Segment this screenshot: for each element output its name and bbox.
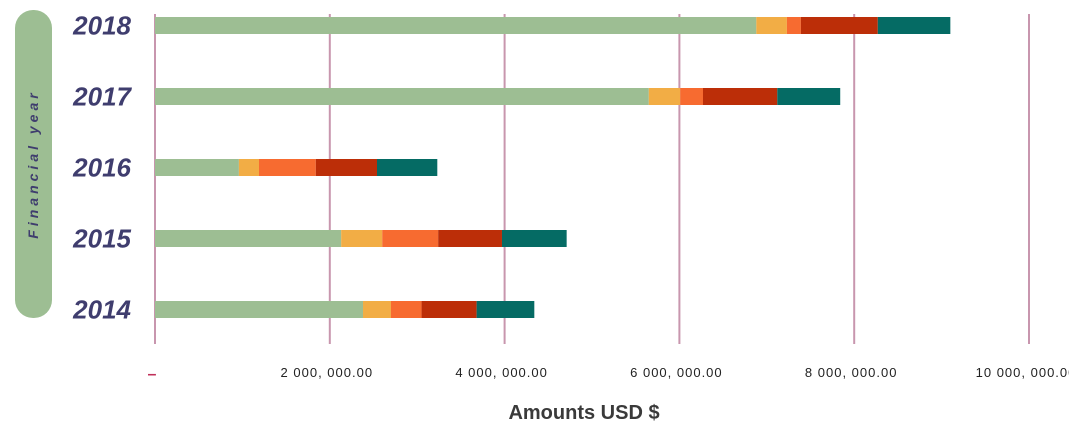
bar-2014-segment-3 — [390, 301, 422, 318]
gridlines — [154, 14, 1030, 344]
bar-2014-segment-5 — [476, 301, 535, 318]
bar-2017-segment-5 — [777, 88, 841, 105]
bars — [155, 17, 951, 318]
bar-2018-segment-4 — [800, 17, 878, 34]
bar-2016-segment-3 — [259, 159, 316, 176]
bar-2017-segment-3 — [680, 88, 703, 105]
bar-2015-segment-4 — [438, 230, 502, 247]
bar-2017-segment-4 — [702, 88, 778, 105]
bar-2014-segment-2 — [363, 301, 391, 318]
bar-2016-segment-2 — [238, 159, 260, 176]
x-tick-labels: – 2 000, 000.00 4 000, 000.00 6 000, 000.00… — [148, 365, 1069, 383]
y-axis-title: Financial year — [25, 89, 41, 238]
bar-2018-segment-2 — [756, 17, 787, 34]
bar-2016-segment-4 — [315, 159, 377, 176]
x-axis-title: Amounts USD $ — [508, 402, 659, 424]
bar-2017-segment-1 — [155, 88, 649, 105]
x-tick-label-2: 4 000, 000.00 — [455, 365, 548, 380]
y-axis-title-group: Financial year — [15, 10, 52, 318]
bar-2018-segment-1 — [155, 17, 757, 34]
x-tick-label-5: 10 000, 000.00 — [976, 365, 1069, 380]
bar-2015-segment-1 — [155, 230, 342, 247]
x-tick-label-3: 6 000, 000.00 — [630, 365, 723, 380]
category-label-2015: 2015 — [72, 224, 131, 254]
category-label-2017: 2017 — [72, 82, 132, 112]
bar-2015-segment-2 — [341, 230, 383, 247]
x-tick-label-0: – — [148, 366, 157, 383]
category-label-2016: 2016 — [72, 153, 131, 183]
bar-2015-segment-5 — [501, 230, 567, 247]
bar-2017-segment-2 — [648, 88, 681, 105]
category-label-2018: 2018 — [72, 11, 131, 41]
category-labels: 2018 2017 2016 2015 2014 — [72, 11, 132, 325]
bar-2016-segment-1 — [155, 159, 239, 176]
category-label-2014: 2014 — [72, 295, 131, 325]
bar-2015-segment-3 — [382, 230, 439, 247]
x-tick-label-1: 2 000, 000.00 — [281, 365, 374, 380]
bar-2018-segment-3 — [786, 17, 801, 34]
bar-2014-segment-4 — [421, 301, 477, 318]
x-tick-label-4: 8 000, 000.00 — [805, 365, 898, 380]
bar-2018-segment-5 — [877, 17, 951, 34]
y-axis-title-pill — [15, 10, 52, 318]
bar-2016-segment-5 — [376, 159, 438, 176]
bar-2014-segment-1 — [155, 301, 364, 318]
